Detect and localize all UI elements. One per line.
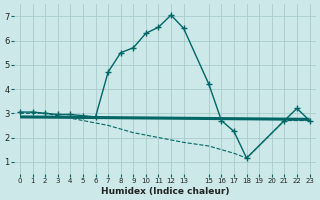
X-axis label: Humidex (Indice chaleur): Humidex (Indice chaleur): [100, 187, 229, 196]
